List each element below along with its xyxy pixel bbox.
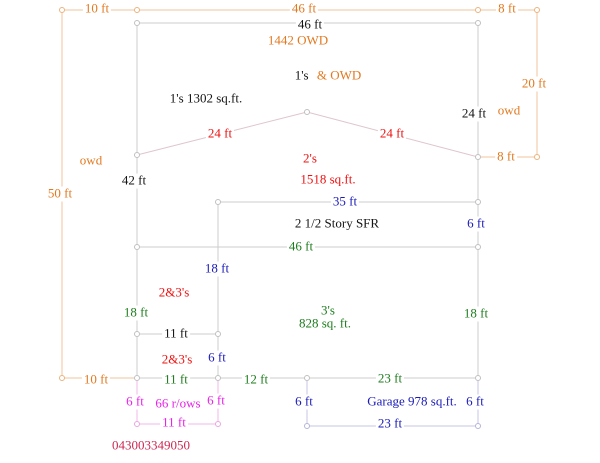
garage-area-label: Garage 978 sq.ft. [365, 393, 459, 410]
lot-left-dim: 50 ft [45, 185, 75, 202]
owd-right-label: owd [495, 102, 523, 119]
dim-23ft-green: 23 ft [375, 370, 405, 387]
vertex [475, 244, 481, 250]
second-floor-label: 2's [301, 150, 319, 167]
floors-2-3-lower-label: 2&3's [159, 351, 195, 368]
garage-6ft-left-dim: 6 ft [293, 393, 315, 410]
building-right-dim: 24 ft [459, 105, 489, 122]
third-floor-area-label: 828 sq. ft. [297, 315, 353, 332]
vertex [134, 421, 140, 427]
roof-left-dim: 24 ft [205, 125, 235, 142]
vertex [475, 7, 481, 13]
floors-2-3-upper-label: 2&3's [156, 284, 192, 301]
vertex [59, 7, 65, 13]
second-floor-area-label: 1518 sq.ft. [298, 171, 358, 188]
porch-6ft-left-dim: 6 ft [124, 393, 146, 410]
vertex [304, 423, 310, 429]
building-left-dim: 42 ft [119, 172, 149, 189]
vertex [215, 375, 221, 381]
vertex [215, 331, 221, 337]
vertex [534, 7, 540, 13]
vertex [134, 152, 140, 158]
lot-bottom-left-dim: 10 ft [81, 371, 111, 388]
vertex [134, 20, 140, 26]
vertex [134, 375, 140, 381]
lot-top-left-dim: 10 ft [82, 0, 112, 17]
vertex [534, 154, 540, 160]
dim-46ft-mid: 46 ft [286, 238, 316, 255]
dim-11ft-black: 11 ft [162, 325, 190, 342]
story-label: 2 1/2 Story SFR [292, 215, 382, 232]
vertex [304, 375, 310, 381]
porch-6ft-right-dim: 6 ft [205, 392, 227, 409]
deck-right-dim: 20 ft [519, 75, 549, 92]
third-floor-label: 3's [319, 302, 337, 319]
vertex [215, 421, 221, 427]
porch-11ft-dim: 11 ft [160, 414, 188, 431]
vertex [475, 423, 481, 429]
dim-11ft-green: 11 ft [162, 371, 190, 388]
garage-6ft-right-dim: 6 ft [464, 393, 486, 410]
vertex [475, 199, 481, 205]
vertex [475, 154, 481, 160]
dim-6ft-right-upper: 6 ft [465, 215, 487, 232]
dim-18ft-inner: 18 ft [202, 260, 232, 277]
dim-6ft-mid: 6 ft [206, 349, 228, 366]
first-floor-part: 1's [294, 67, 309, 83]
vertex [59, 375, 65, 381]
dim-18ft-right: 18 ft [461, 305, 491, 322]
vertex [475, 375, 481, 381]
vertex [304, 109, 310, 115]
dim-35ft: 35 ft [330, 193, 360, 210]
parcel-number: 043003349050 [110, 437, 192, 454]
dim-18ft-left: 18 ft [121, 304, 151, 321]
owd-left-label: owd [77, 152, 105, 169]
porch-area-label: 66 r/ows [153, 395, 203, 412]
first-floor-deck-label: 1's & OWD [292, 67, 364, 84]
deck-area-label: 1442 OWD [265, 32, 331, 49]
deck-part: & OWD [316, 67, 362, 83]
lot-top-dim: 46 ft [289, 0, 319, 17]
vertex [134, 7, 140, 13]
vertex [475, 20, 481, 26]
garage-23ft-dim: 23 ft [375, 415, 405, 432]
deck-right-stub-dim: 8 ft [495, 148, 517, 165]
dim-12ft: 12 ft [241, 371, 271, 388]
vertex [134, 331, 140, 337]
vertex [134, 244, 140, 250]
vertex [215, 199, 221, 205]
lot-top-right-dim: 8 ft [496, 0, 518, 17]
roof-right-dim: 24 ft [377, 125, 407, 142]
first-floor-area-label: 1's 1302 sq.ft. [167, 90, 245, 107]
building-top-dim: 46 ft [295, 16, 325, 33]
